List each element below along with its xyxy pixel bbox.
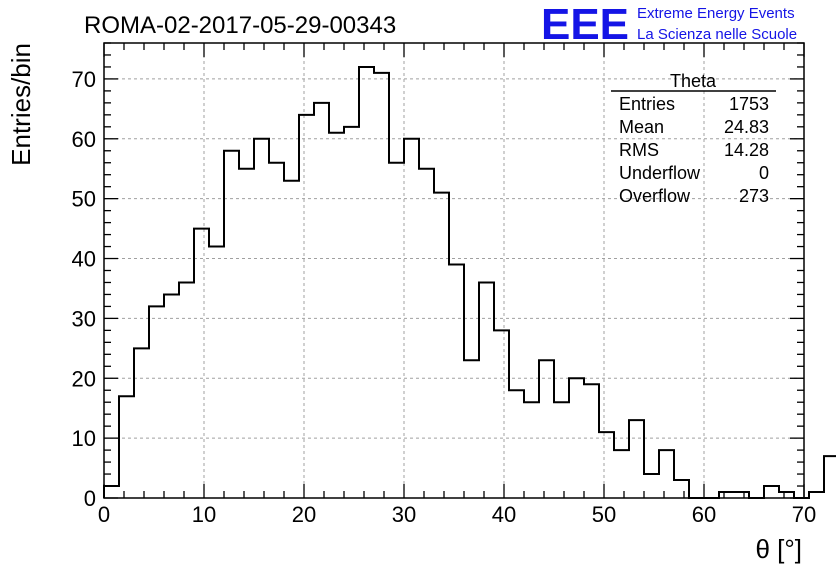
- histogram-bin: [629, 420, 644, 498]
- histogram-bin: [419, 169, 434, 498]
- histogram-bin: [344, 127, 359, 498]
- histogram-bin: [164, 294, 179, 498]
- stats-label-rms: RMS: [619, 140, 659, 160]
- y-tick-label: 0: [84, 486, 96, 511]
- x-tick-label: 30: [392, 502, 416, 527]
- axis-ticks: [103, 42, 805, 499]
- stats-value-entries: 1753: [729, 94, 769, 114]
- eee-logo: EEE Extreme Energy Events La Scienza nel…: [541, 0, 797, 49]
- x-tick-label: 40: [492, 502, 516, 527]
- histogram-bin: [299, 115, 314, 498]
- x-tick-label: 70: [792, 502, 816, 527]
- histogram-bin: [509, 390, 524, 498]
- histogram-bin: [434, 193, 449, 498]
- stats-value-underflow: 0: [759, 163, 769, 183]
- x-tick-label: 50: [592, 502, 616, 527]
- y-tick-label: 60: [72, 127, 96, 152]
- tick-labels: 0 10 20 30 40 50 60 70 0 10 20 30 40 50 60 70: [72, 67, 817, 527]
- histogram-bin: [119, 396, 134, 498]
- x-tick-label: 60: [692, 502, 716, 527]
- histogram-bin: [824, 456, 836, 498]
- eee-logo-letters: EEE: [541, 0, 629, 49]
- stats-label-underflow: Underflow: [619, 163, 701, 183]
- stats-label-mean: Mean: [619, 117, 664, 137]
- stats-value-rms: 14.28: [724, 140, 769, 160]
- histogram-bin: [314, 103, 329, 498]
- histogram-bin: [134, 348, 149, 498]
- x-tick-label: 10: [192, 502, 216, 527]
- y-tick-label: 50: [72, 187, 96, 212]
- histogram-bin: [569, 378, 584, 498]
- histogram-bin: [494, 330, 509, 498]
- histogram-bin: [464, 360, 479, 498]
- histogram-bin: [194, 229, 209, 498]
- chart-title: ROMA-02-2017-05-29-00343: [84, 12, 396, 39]
- y-tick-label: 40: [72, 247, 96, 272]
- histogram-bin: [374, 73, 389, 498]
- histogram-bin: [224, 151, 239, 498]
- y-axis-title: Entries/bin: [6, 43, 36, 166]
- stats-box: Theta Entries 1753 Mean 24.83 RMS 14.28 …: [611, 71, 776, 206]
- histogram-bin: [149, 306, 164, 498]
- stats-value-mean: 24.83: [724, 117, 769, 137]
- x-tick-label: 20: [292, 502, 316, 527]
- y-tick-label: 30: [72, 306, 96, 331]
- eee-logo-line1: Extreme Energy Events: [637, 5, 795, 22]
- histogram-bin: [329, 133, 344, 498]
- histogram-bin: [644, 474, 659, 498]
- histogram-bin: [389, 163, 404, 498]
- stats-title: Theta: [670, 71, 717, 91]
- histogram-bin: [269, 163, 284, 498]
- histogram-bin: [104, 486, 119, 498]
- histogram-bin: [449, 265, 464, 498]
- histogram-bin: [539, 360, 554, 498]
- stats-label-overflow: Overflow: [619, 186, 691, 206]
- histogram-bin: [614, 450, 629, 498]
- y-tick-label: 20: [72, 366, 96, 391]
- histogram-bin: [284, 181, 299, 498]
- histogram-bin: [209, 247, 224, 498]
- eee-logo-line2: La Scienza nelle Scuole: [637, 26, 797, 43]
- plot-frame: [103, 42, 805, 499]
- histogram-bin: [764, 486, 779, 498]
- histogram-bin: [359, 67, 374, 498]
- histogram-bin: [599, 432, 614, 498]
- histogram-bin: [239, 169, 254, 498]
- histogram-bin: [479, 282, 494, 498]
- histogram-bin: [179, 282, 194, 498]
- y-tick-label: 70: [72, 67, 96, 92]
- histogram-bin: [659, 450, 674, 498]
- histogram-bin: [554, 402, 569, 498]
- histogram-bars: [103, 65, 836, 499]
- histogram-bin: [524, 402, 539, 498]
- grid-lines: [104, 43, 804, 498]
- x-tick-label: 0: [98, 502, 110, 527]
- stats-label-entries: Entries: [619, 94, 675, 114]
- x-axis-title: θ [°]: [755, 534, 802, 564]
- histogram-outline: [103, 65, 836, 499]
- stats-value-overflow: 273: [739, 186, 769, 206]
- histogram-bin: [584, 384, 599, 498]
- histogram-bin: [674, 480, 689, 498]
- y-tick-label: 10: [72, 426, 96, 451]
